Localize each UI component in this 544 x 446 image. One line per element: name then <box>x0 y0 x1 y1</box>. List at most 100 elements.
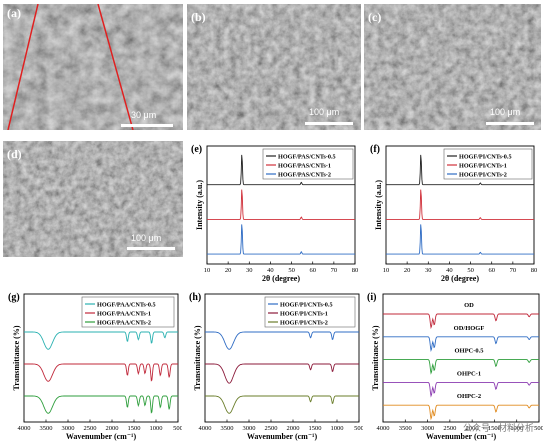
x-tick-label: 80 <box>352 267 359 274</box>
legend-box <box>264 296 356 328</box>
legend-entry: HOGF/PAA/CNTs-0.5 <box>97 301 156 308</box>
legend-entry: HOGF/PAS/CNTs-0.5 <box>278 153 336 160</box>
scale-bar <box>121 124 173 127</box>
legend-box <box>262 148 354 180</box>
series-label: OHPC-0.5 <box>454 348 484 355</box>
x-tick-label: 3000 <box>243 425 256 432</box>
legend-entry: HOGF/PI/CNTs-2 <box>459 171 507 178</box>
plot-frame <box>382 293 540 423</box>
legend-entry: HOGF/PI/CNTs-1 <box>280 310 328 317</box>
series-line-HOGF/PI/CNTs-0.5 <box>386 154 534 186</box>
x-tick-label: 500 <box>534 425 543 432</box>
scale-bar <box>486 122 534 125</box>
x-tick-label: 60 <box>488 267 495 274</box>
x-tick-label: 1000 <box>510 425 523 432</box>
series-line-HOGF/PI/CNTs-1 <box>386 189 534 220</box>
plot-frame <box>385 145 535 265</box>
chart-panel-i: 4000 3500 3000 2500 2000 1500 1000 500 Wavenumbe… <box>363 286 543 444</box>
x-tick-label: 20 <box>225 267 232 274</box>
sem-texture-a <box>3 4 183 130</box>
ftir-chart-h: 4000 3500 3000 2500 2000 1500 1000 500 Wavenumbe… <box>189 292 363 441</box>
x-tick-label: 50 <box>467 267 474 274</box>
series-line-OHPC-1 <box>383 381 539 398</box>
x-tick-label: 4000 <box>377 425 390 432</box>
ftir-chart-g: 4000 3500 3000 2500 2000 1500 1000 500 Wavenumbe… <box>8 292 182 441</box>
xrd-chart-e: 10 20 30 40 50 60 70 80 2θ (degree) Intensity (a.… <box>191 144 359 283</box>
series-line-HOGF/PAS/CNTs-2 <box>207 224 355 255</box>
x-tick-label: 1000 <box>331 425 344 432</box>
legend-box <box>81 296 175 328</box>
series-label: OD/HOGF <box>454 325 485 332</box>
x-tick-label: 4000 <box>199 425 212 432</box>
series-line-OHPC-0.5 <box>383 359 539 375</box>
x-axis-label: Wavenumber (cm⁻¹) <box>426 432 497 441</box>
panel-label: (g) <box>8 292 20 303</box>
y-axis-label: Intensity (a.u.) <box>195 180 204 230</box>
legend-box <box>443 148 533 180</box>
series-line-HOGF/PI/CNTs-2 <box>205 395 359 414</box>
x-tick-label: 80 <box>531 267 538 274</box>
series-line-OD/HOGF <box>383 336 539 352</box>
chart-panel-f: 10 20 30 40 50 60 70 80 2θ (degree) Intensity (a.… <box>364 138 542 284</box>
y-axis-label: Intensity (a.u.) <box>374 180 383 230</box>
scale-bar <box>305 122 353 125</box>
x-tick-label: 1500 <box>488 425 501 432</box>
series-line-HOGF/PI/CNTs-1 <box>205 363 359 384</box>
y-axis-label: Transmittance (%) <box>12 325 21 390</box>
x-axis-label: Wavenumber (cm⁻¹) <box>66 432 137 441</box>
x-tick-label: 1500 <box>128 425 141 432</box>
legend-entry: HOGF/PAA/CNTs-2 <box>97 319 151 326</box>
x-tick-label: 2500 <box>443 425 456 432</box>
sem-texture-c <box>364 4 541 130</box>
series-label: OD <box>464 302 474 309</box>
x-tick-label: 1500 <box>309 425 322 432</box>
ftir-chart-i: 4000 3500 3000 2500 2000 1500 1000 500 Wavenumbe… <box>367 292 543 441</box>
x-tick-label: 2000 <box>287 425 300 432</box>
series-line-OD <box>383 313 539 330</box>
legend-entry: HOGF/PI/CNTs-0.5 <box>280 301 333 308</box>
x-tick-label: 70 <box>331 267 338 274</box>
x-tick-label: 40 <box>446 267 453 274</box>
sem-panel-d: (d) 100 μm <box>3 141 183 257</box>
x-tick-label: 1000 <box>150 425 163 432</box>
sem-panel-c: (c) 100 μm <box>364 4 541 130</box>
panel-label: (f) <box>370 144 380 155</box>
series-line-HOGF/PAA/CNTs-1 <box>24 363 178 382</box>
legend-entry: HOGF/PAS/CNTs-2 <box>278 171 331 178</box>
x-tick-label: 2500 <box>84 425 97 432</box>
legend-entry: HOGF/PAA/CNTs-1 <box>97 310 151 317</box>
x-tick-label: 40 <box>267 267 274 274</box>
legend-entry: HOGF/PI/CNTs-1 <box>459 162 507 169</box>
panel-label: (b) <box>191 10 206 24</box>
series-line-HOGF/PAA/CNTs-0.5 <box>24 331 178 350</box>
x-tick-label: 2000 <box>106 425 119 432</box>
legend-entry: HOGF/PAS/CNTs-1 <box>278 162 331 169</box>
legend-entry: HOGF/PI/CNTs-0.5 <box>459 153 512 160</box>
chart-panel-e: 10 20 30 40 50 60 70 80 2θ (degree) Intensity (a.… <box>185 138 363 284</box>
y-axis-label: Transmittance (%) <box>193 325 202 390</box>
scale-label: 100 μm <box>490 107 521 117</box>
panel-label: (e) <box>191 144 202 155</box>
x-tick-label: 3000 <box>62 425 75 432</box>
series-line-OHPC-2 <box>383 404 539 421</box>
x-axis-label: 2θ (degree) <box>262 274 300 283</box>
x-axis-label: Wavenumber (cm⁻¹) <box>247 432 318 441</box>
plot-frame <box>206 145 356 265</box>
scale-label: 100 μm <box>131 233 162 243</box>
y-axis-label: Transmittance (%) <box>371 325 380 390</box>
scale-label: 30 μm <box>131 110 157 120</box>
x-tick-label: 50 <box>288 267 295 274</box>
x-tick-label: 2000 <box>466 425 479 432</box>
x-tick-label: 2500 <box>265 425 278 432</box>
scale-bar <box>127 247 175 250</box>
x-tick-label: 3500 <box>221 425 234 432</box>
panel-label: (d) <box>7 147 22 161</box>
x-tick-label: 10 <box>204 267 211 274</box>
plot-frame <box>204 293 360 423</box>
x-tick-label: 30 <box>425 267 432 274</box>
panel-label: (i) <box>367 292 376 303</box>
chart-panel-g: 4000 3500 3000 2500 2000 1500 1000 500 Wavenumbe… <box>2 286 182 444</box>
panel-label: (c) <box>368 10 382 24</box>
series-line-HOGF/PAS/CNTs-1 <box>207 189 355 220</box>
sem-texture-d <box>3 141 183 257</box>
